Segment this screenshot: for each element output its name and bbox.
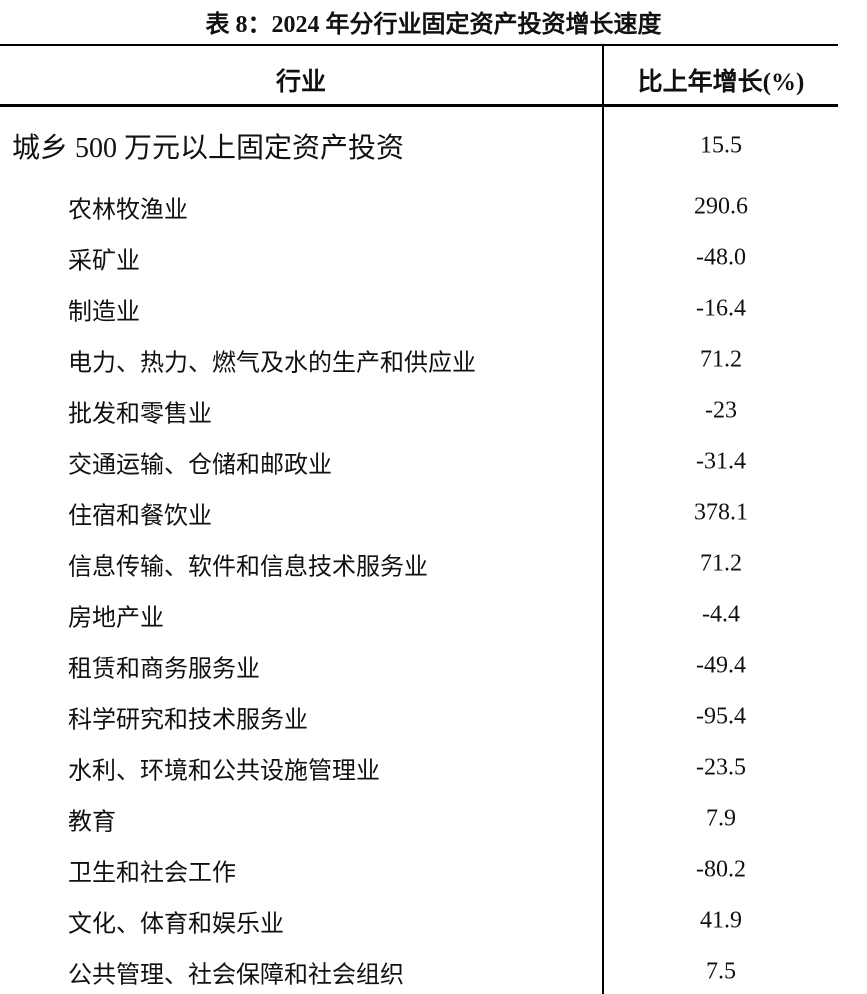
growth-cell: -95.4 (696, 703, 746, 730)
growth-cell: -16.4 (696, 295, 746, 322)
industry-cell: 教育 (68, 809, 116, 836)
growth-cell: 71.2 (700, 550, 742, 577)
growth-cell: -49.4 (696, 652, 746, 679)
header-border (0, 104, 838, 107)
industry-cell: 房地产业 (68, 605, 164, 632)
industry-cell: 农林牧渔业 (68, 197, 188, 224)
table-top-border (0, 44, 838, 46)
growth-cell: -31.4 (696, 448, 746, 475)
growth-cell: -80.2 (696, 856, 746, 883)
growth-cell: 41.9 (700, 907, 742, 934)
growth-cell: 15.5 (700, 132, 742, 159)
growth-cell: 378.1 (694, 499, 748, 526)
industry-cell: 批发和零售业 (68, 401, 212, 428)
growth-cell: 7.9 (706, 805, 736, 832)
industry-cell: 科学研究和技术服务业 (68, 707, 308, 734)
industry-cell: 电力、热力、燃气及水的生产和供应业 (68, 350, 476, 377)
industry-cell: 住宿和餐饮业 (68, 503, 212, 530)
industry-cell: 信息传输、软件和信息技术服务业 (68, 554, 428, 581)
industry-cell: 城乡 500 万元以上固定资产投资 (12, 133, 405, 164)
growth-cell: 7.5 (706, 958, 736, 985)
growth-cell: -23.5 (696, 754, 746, 781)
growth-cell: -23 (705, 397, 737, 424)
table-title: 表 8：2024 年分行业固定资产投资增长速度 (205, 12, 662, 38)
growth-cell: -48.0 (696, 244, 746, 271)
industry-cell: 公共管理、社会保障和社会组织 (68, 962, 404, 989)
growth-cell: 290.6 (694, 193, 748, 220)
industry-cell: 采矿业 (68, 248, 140, 275)
column-divider (602, 45, 604, 994)
growth-cell: -4.4 (702, 601, 740, 628)
industry-cell: 水利、环境和公共设施管理业 (68, 758, 380, 785)
header-cell: 行业 (275, 69, 326, 96)
header-cell: 比上年增长(%) (637, 69, 805, 96)
industry-cell: 文化、体育和娱乐业 (68, 911, 284, 938)
industry-cell: 租赁和商务服务业 (68, 656, 260, 683)
industry-cell: 交通运输、仓储和邮政业 (68, 452, 332, 479)
industry-cell: 制造业 (68, 299, 140, 326)
industry-cell: 卫生和社会工作 (68, 860, 236, 887)
growth-cell: 71.2 (700, 346, 742, 373)
